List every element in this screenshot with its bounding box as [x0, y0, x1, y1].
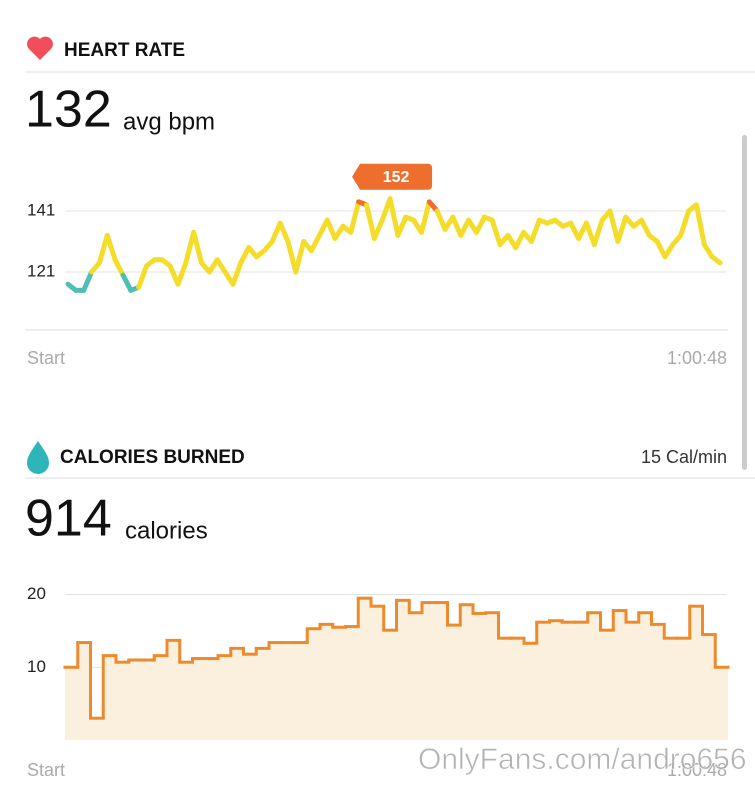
- max-label: 152: [383, 169, 410, 186]
- heart-rate-segment: [434, 208, 448, 232]
- heart-rate-segment: [104, 232, 118, 263]
- heart-rate-segment: [709, 254, 723, 266]
- heart-rate-segment: [136, 263, 150, 290]
- max-callout: [352, 163, 433, 190]
- y-tick-label: 20: [27, 584, 46, 603]
- x-start-label: Start: [27, 348, 65, 368]
- heart-rate-segment: [277, 220, 291, 244]
- heart-rate-segment: [96, 232, 110, 266]
- heart-rate-segment: [183, 229, 197, 266]
- heart-rate-segment: [395, 214, 409, 238]
- heart-rate-segment: [238, 245, 252, 266]
- heart-rate-segment: [191, 229, 205, 266]
- heart-rate-segment: [528, 217, 542, 244]
- heart-rate-segment: [81, 269, 95, 293]
- drop-icon: [27, 441, 49, 474]
- heart-rate-segment: [693, 202, 707, 248]
- y-tick-label: 10: [27, 657, 46, 676]
- scrollbar[interactable]: [742, 135, 747, 470]
- heart-rate-segment: [324, 217, 338, 241]
- summary-value: 132: [25, 81, 112, 139]
- watermark: OnlyFans.com/andro656: [418, 743, 747, 776]
- y-tick-label: 141: [27, 200, 55, 219]
- heart-rate-segment: [418, 199, 432, 235]
- heart-rate-segment: [607, 208, 621, 244]
- summary-value: 914: [25, 490, 112, 548]
- x-end-label: 1:00:48: [667, 348, 727, 368]
- heart-rate-segment: [175, 260, 189, 287]
- section-title: HEART RATE: [64, 40, 185, 61]
- heart-rate-segment: [364, 202, 377, 241]
- heart-rate-segment: [489, 217, 503, 248]
- heart-rate-segment: [285, 239, 299, 275]
- heart-rate-segment: [293, 239, 307, 275]
- x-start-label: Start: [27, 760, 65, 780]
- rate-label: 15 Cal/min: [641, 447, 727, 467]
- heart-rate-segment: [591, 217, 605, 248]
- heart-icon: [27, 36, 53, 60]
- x-end-label: 1:00:48: [667, 760, 727, 780]
- summary-unit: avg bpm: [123, 108, 215, 135]
- heart-rate-segment: [348, 199, 362, 235]
- heart-rate-segment: [387, 196, 401, 238]
- heart-rate-segment: [638, 217, 652, 238]
- heart-rate-segment: [371, 217, 385, 241]
- heart-rate-segment: [120, 272, 134, 293]
- heart-rate-segment: [678, 208, 692, 238]
- heart-rate-segment: [513, 229, 527, 251]
- area-fill: [65, 598, 728, 740]
- y-tick-label: 121: [27, 262, 55, 281]
- heart-rate-segment: [615, 214, 629, 244]
- heart-rate-segment: [450, 214, 464, 238]
- heart-rate-segment: [309, 232, 322, 254]
- heart-rate-segment: [230, 260, 244, 287]
- heart-rate-segment: [473, 214, 487, 235]
- section-title: CALORIES BURNED: [60, 447, 245, 468]
- summary-unit: calories: [125, 517, 208, 544]
- heart-rate-segment: [112, 257, 126, 278]
